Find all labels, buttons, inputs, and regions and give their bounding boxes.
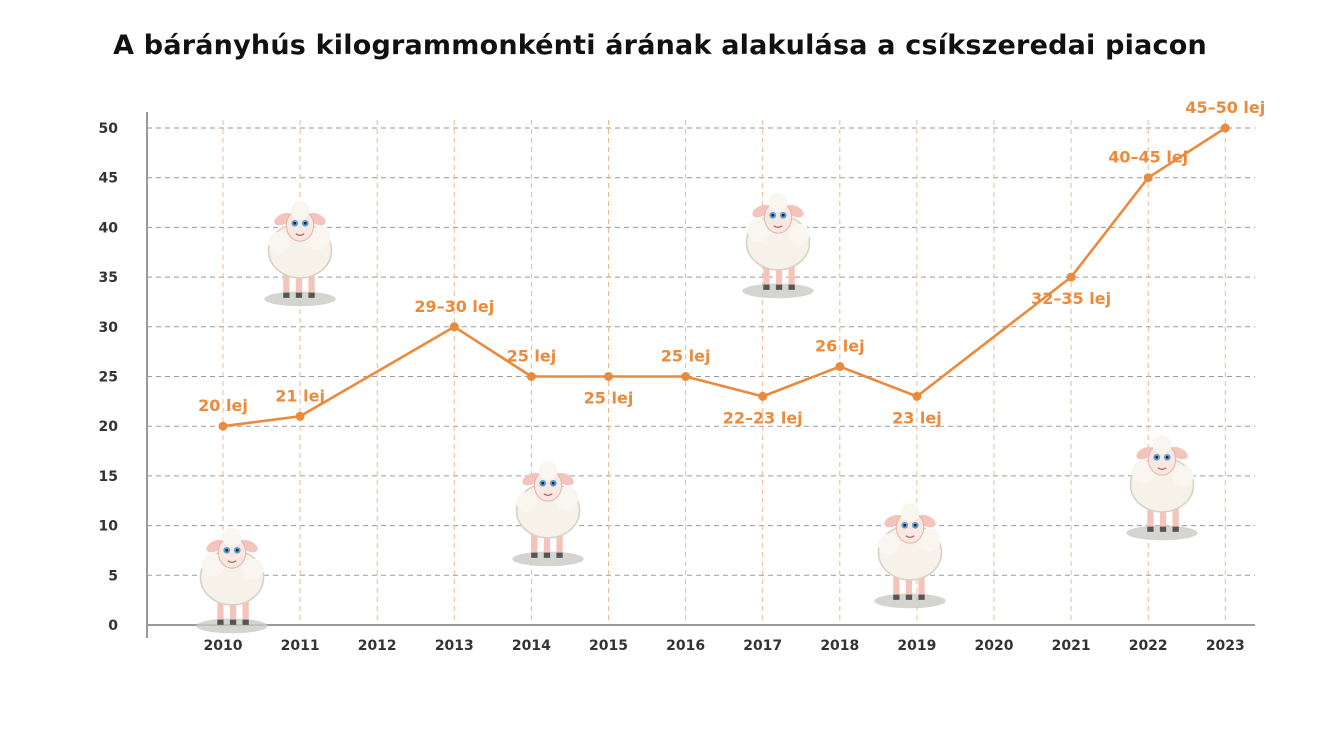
y-tick-label: 10 [99, 519, 119, 535]
x-tick-label: 2023 [1206, 638, 1245, 654]
data-label: 25 lej [661, 347, 711, 366]
data-label: 22–23 lej [723, 408, 803, 427]
x-tick-label: 2021 [1052, 638, 1091, 654]
x-tick-label: 2016 [666, 638, 705, 654]
y-tick-label: 30 [99, 320, 119, 336]
data-point [526, 372, 536, 381]
data-point [835, 362, 845, 372]
data-point [218, 421, 228, 431]
data-point [681, 372, 691, 381]
x-tick-label: 2013 [435, 638, 474, 654]
y-tick-label: 45 [99, 171, 118, 187]
y-tick-label: 35 [99, 270, 118, 286]
data-point [758, 391, 768, 401]
data-point [604, 372, 613, 381]
data-point [1143, 173, 1153, 183]
sheep-icon [511, 460, 585, 568]
y-tick-label: 5 [108, 568, 118, 584]
y-tick-label: 0 [108, 618, 118, 634]
x-tick-label: 2010 [204, 638, 243, 654]
data-label: 40–45 lej [1108, 148, 1188, 167]
sheep-icon [1125, 434, 1199, 542]
x-tick-label: 2014 [512, 638, 551, 654]
x-tick-label: 2018 [820, 638, 859, 654]
data-label: 45–50 lej [1185, 98, 1265, 117]
data-label: 32–35 lej [1031, 289, 1111, 308]
data-label: 23 lej [892, 408, 942, 427]
x-tick-label: 2015 [589, 638, 628, 654]
data-point [295, 411, 305, 421]
y-tick-label: 50 [99, 121, 119, 137]
x-tick-label: 2022 [1129, 638, 1168, 654]
x-tick-label: 2020 [975, 638, 1014, 654]
data-label: 26 lej [815, 337, 865, 356]
data-label: 29–30 lej [414, 297, 494, 316]
y-tick-label: 15 [99, 469, 118, 485]
y-tick-label: 20 [99, 419, 119, 435]
x-tick-label: 2011 [281, 638, 320, 654]
data-label: 25 lej [507, 347, 557, 366]
y-tick-label: 25 [99, 370, 118, 386]
chart-title: A bárányhús kilogrammonkénti árának alak… [113, 30, 1207, 61]
sheep-icon [873, 502, 947, 610]
x-tick-label: 2019 [897, 638, 936, 654]
data-label: 20 lej [198, 396, 248, 415]
sheep-icon [195, 527, 269, 635]
data-point [1066, 272, 1076, 282]
data-point [912, 391, 922, 401]
data-label: 21 lej [275, 386, 325, 405]
y-tick-label: 40 [99, 220, 119, 236]
sheep-icon [741, 192, 815, 300]
data-point [1220, 123, 1230, 133]
x-tick-label: 2012 [358, 638, 397, 654]
data-label: 25 lej [584, 389, 634, 408]
data-point [449, 322, 459, 332]
sheep-icon [263, 200, 337, 308]
series-line [222, 126, 1227, 428]
x-tick-label: 2017 [743, 638, 782, 654]
